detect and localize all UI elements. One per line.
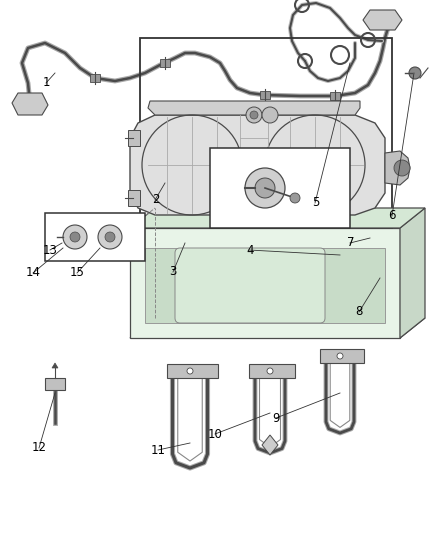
Circle shape <box>262 107 278 123</box>
Circle shape <box>98 225 122 249</box>
Bar <box>128 130 140 146</box>
Bar <box>260 91 270 99</box>
FancyBboxPatch shape <box>175 248 325 323</box>
Circle shape <box>246 107 262 123</box>
Bar <box>249 364 295 378</box>
Text: 14: 14 <box>25 266 40 279</box>
Bar <box>45 378 65 390</box>
Bar <box>90 74 100 82</box>
Bar <box>330 92 340 100</box>
Circle shape <box>394 160 410 176</box>
Polygon shape <box>400 208 425 338</box>
Circle shape <box>267 368 273 374</box>
Polygon shape <box>145 248 385 323</box>
Polygon shape <box>385 151 410 185</box>
Polygon shape <box>52 363 58 368</box>
Circle shape <box>70 232 80 242</box>
Text: 6: 6 <box>388 209 396 222</box>
Polygon shape <box>130 228 400 338</box>
Text: 3: 3 <box>170 265 177 278</box>
Polygon shape <box>130 208 425 228</box>
Bar <box>128 190 140 206</box>
Text: 11: 11 <box>150 444 165 457</box>
Polygon shape <box>262 435 278 455</box>
Circle shape <box>63 225 87 249</box>
Polygon shape <box>12 93 48 115</box>
Bar <box>140 38 392 228</box>
Polygon shape <box>130 318 425 338</box>
Circle shape <box>245 168 285 208</box>
Text: 12: 12 <box>32 441 47 454</box>
Circle shape <box>290 193 300 203</box>
Text: 10: 10 <box>207 428 222 441</box>
Text: 2: 2 <box>152 193 159 206</box>
Polygon shape <box>363 10 402 30</box>
Bar <box>45 213 145 261</box>
Bar <box>210 148 350 228</box>
Polygon shape <box>130 115 385 215</box>
Text: 15: 15 <box>69 266 84 279</box>
Text: 13: 13 <box>43 244 58 257</box>
Circle shape <box>105 232 115 242</box>
Text: 4: 4 <box>246 244 254 257</box>
Bar <box>320 349 364 363</box>
Text: 5: 5 <box>312 196 319 209</box>
Circle shape <box>187 368 193 374</box>
Bar <box>166 364 218 378</box>
Circle shape <box>255 178 275 198</box>
Text: 1: 1 <box>42 76 50 89</box>
Circle shape <box>250 111 258 119</box>
Circle shape <box>337 353 343 359</box>
Polygon shape <box>148 101 360 115</box>
Text: 8: 8 <box>356 305 363 318</box>
Text: 7: 7 <box>346 236 354 249</box>
Circle shape <box>409 67 421 79</box>
Bar <box>160 59 170 67</box>
Text: 9: 9 <box>272 412 280 425</box>
